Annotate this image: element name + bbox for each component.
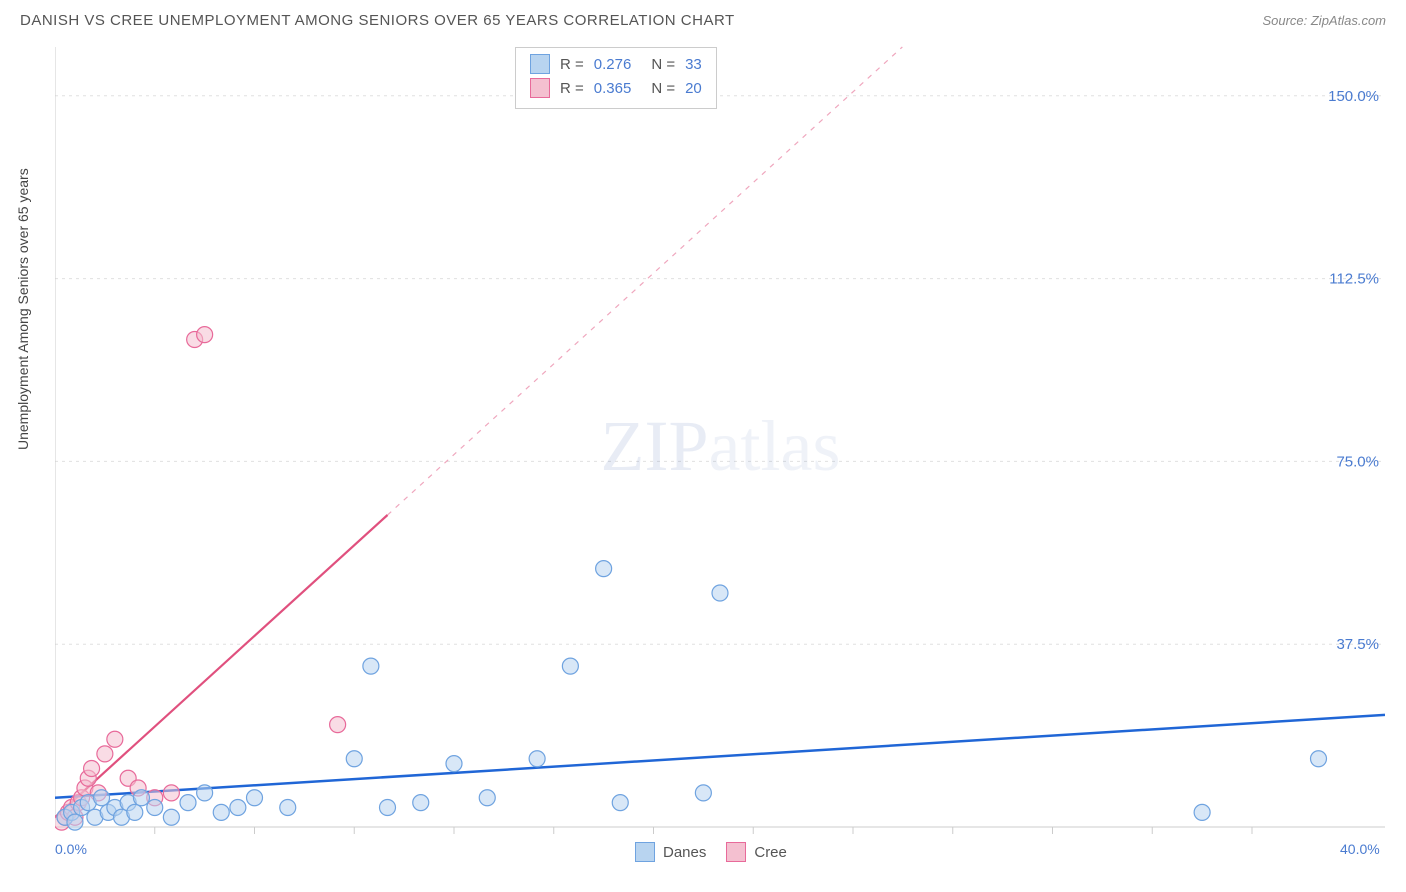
chart-area: 37.5%75.0%112.5%150.0% ZIPatlas R =0.276… xyxy=(55,37,1386,872)
legend-item-danes: Danes xyxy=(635,842,706,862)
svg-text:112.5%: 112.5% xyxy=(1329,271,1379,288)
series-legend: Danes Cree xyxy=(635,842,787,862)
stats-legend: R =0.276N =33 R =0.365N =20 xyxy=(515,47,717,109)
stats-row-danes: R =0.276N =33 xyxy=(530,54,702,74)
y-axis-label: Unemployment Among Seniors over 65 years xyxy=(15,168,31,450)
svg-text:37.5%: 37.5% xyxy=(1336,636,1379,653)
chart-title: DANISH VS CREE UNEMPLOYMENT AMONG SENIOR… xyxy=(20,12,735,29)
header: DANISH VS CREE UNEMPLOYMENT AMONG SENIOR… xyxy=(0,0,1406,37)
x-max-label: 40.0% xyxy=(1340,841,1380,857)
svg-text:150.0%: 150.0% xyxy=(1328,88,1379,105)
svg-text:75.0%: 75.0% xyxy=(1336,453,1379,470)
legend-item-cree: Cree xyxy=(726,842,787,862)
scatter-chart: 37.5% 75.0% 112.5% 150.0% xyxy=(55,37,1385,867)
x-min-label: 0.0% xyxy=(55,841,87,857)
source-label: Source: ZipAtlas.com xyxy=(1262,13,1386,28)
stats-row-cree: R =0.365N =20 xyxy=(530,78,702,98)
